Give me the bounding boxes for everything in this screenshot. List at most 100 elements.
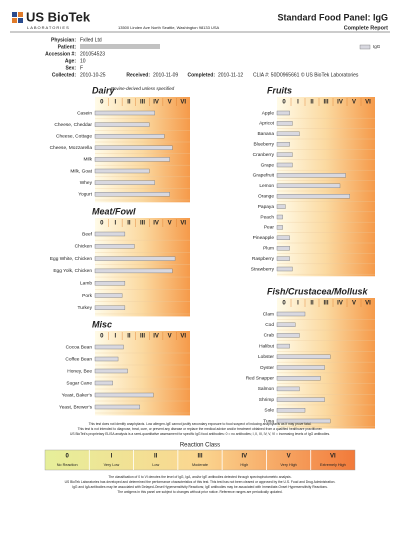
igg-bar — [94, 305, 126, 310]
logo-icon — [12, 12, 23, 23]
igg-bar — [94, 256, 176, 261]
scale-label: 0 — [100, 334, 104, 340]
igg-bar — [94, 244, 135, 249]
igg-bar — [276, 418, 331, 424]
igg-bar — [94, 157, 170, 162]
field: Received: — [126, 72, 150, 78]
food-label: Banana — [257, 131, 274, 137]
food-label: Cocoa Bean — [66, 344, 93, 350]
scale-label: IV — [153, 334, 159, 340]
igg-bar — [276, 183, 341, 189]
food-label: Honey, Bee — [67, 368, 92, 374]
igg-bar — [276, 333, 300, 338]
igg-bar — [276, 235, 290, 241]
scale-label: 0 — [282, 301, 286, 307]
food-label: Coffee Bean — [65, 356, 92, 362]
igg-bar — [276, 110, 290, 116]
field-value: 10 — [80, 58, 86, 64]
igg-bar — [94, 133, 165, 139]
food-label: Beef — [82, 231, 93, 237]
food-label: Oyster — [260, 365, 275, 371]
patient-redacted — [80, 44, 160, 49]
scale-label: I — [297, 100, 299, 106]
field: 2010-10-25 — [80, 72, 106, 78]
scale-label: I — [115, 100, 117, 106]
igg-bar — [94, 392, 154, 398]
food-label: Egg White, Chicken — [50, 256, 92, 262]
note: The antigens in this panel are subject t… — [117, 490, 282, 494]
scale-label: III — [323, 100, 328, 106]
reaction-numeral: 0 — [65, 454, 69, 460]
note: US BioTek Laboratories has developed and… — [65, 480, 336, 484]
scale-label: II — [127, 334, 131, 340]
igg-bar — [276, 376, 321, 381]
scale-label: 0 — [100, 221, 104, 227]
legend-swatch — [359, 44, 371, 50]
scale-label: II — [127, 221, 131, 227]
scale-label: III — [140, 221, 145, 227]
scale-label: I — [297, 301, 299, 307]
scale-label: VI — [180, 100, 186, 106]
food-label: Tuna — [263, 418, 274, 424]
scale-label: VI — [365, 301, 371, 307]
igg-bar — [94, 268, 173, 274]
igg-bar — [94, 293, 123, 298]
igg-bar — [276, 162, 293, 168]
igg-bar — [276, 311, 306, 317]
igg-bar — [276, 343, 290, 349]
igg-bar — [94, 380, 113, 386]
scale-label: IV — [153, 221, 159, 227]
reaction-label: Extremely High — [320, 463, 346, 467]
igg-bar — [276, 193, 351, 199]
report-title: Standard Food Panel: IgG — [277, 12, 388, 22]
panel-title: Dairy — [92, 85, 116, 95]
legend-label: IgG — [373, 44, 381, 49]
scale-label: 0 — [282, 100, 286, 106]
food-label: Sole — [264, 408, 274, 414]
food-label: Grape — [261, 162, 275, 168]
food-label: Pork — [82, 293, 92, 299]
food-label: Lemon — [259, 183, 274, 189]
reaction-title: Reaction Class — [180, 443, 220, 449]
igg-bar — [94, 110, 155, 116]
food-label: Yeast, Baker's — [62, 392, 93, 398]
scale-label: IV — [153, 100, 159, 106]
food-label: Raspberry — [252, 256, 275, 262]
reaction-label: No Reaction — [57, 463, 78, 467]
food-label: Blueberry — [253, 141, 274, 147]
food-label: Cheese, Mozzarella — [50, 145, 93, 151]
scale-label: V — [168, 100, 172, 106]
igg-bar — [94, 168, 150, 174]
igg-bar — [276, 121, 293, 126]
note: The classification of 0 to VI denotes th… — [108, 475, 291, 479]
food-label: Lobster — [258, 354, 274, 360]
food-label: Cheese, Cheddar — [54, 122, 92, 128]
scale-label: III — [140, 100, 145, 106]
scale-label: II — [310, 100, 314, 106]
panel-title: Fish/Crustacea/Mollusk — [267, 286, 369, 296]
food-label: Papaya — [258, 204, 275, 210]
igg-bar — [94, 180, 155, 185]
note: This test is not intended to diagnose, t… — [78, 427, 323, 431]
reaction-bar — [44, 449, 356, 471]
food-label: Red Snapper — [246, 375, 275, 381]
panel-bg — [95, 331, 190, 416]
reaction-label: Very Low — [104, 463, 120, 467]
igg-bar — [276, 225, 283, 230]
reaction-label: High — [240, 463, 248, 467]
reaction-numeral: IV — [241, 454, 247, 460]
field: 2010-11-12 — [218, 72, 243, 78]
food-label: Cheese, Cottage — [56, 133, 92, 139]
scale-label: I — [115, 334, 117, 340]
food-label: Crab — [264, 333, 275, 339]
scale-label: VI — [365, 100, 371, 106]
scale-label: 0 — [100, 100, 104, 106]
note: IgG and IgA antibodies may be associated… — [72, 485, 328, 489]
food-label: Milk, Goat — [70, 168, 92, 174]
field: Completed: — [188, 72, 216, 78]
scale-label: IV — [337, 301, 343, 307]
igg-bar — [276, 322, 296, 327]
food-label: Shrimp — [259, 397, 275, 403]
igg-bar — [276, 386, 300, 392]
